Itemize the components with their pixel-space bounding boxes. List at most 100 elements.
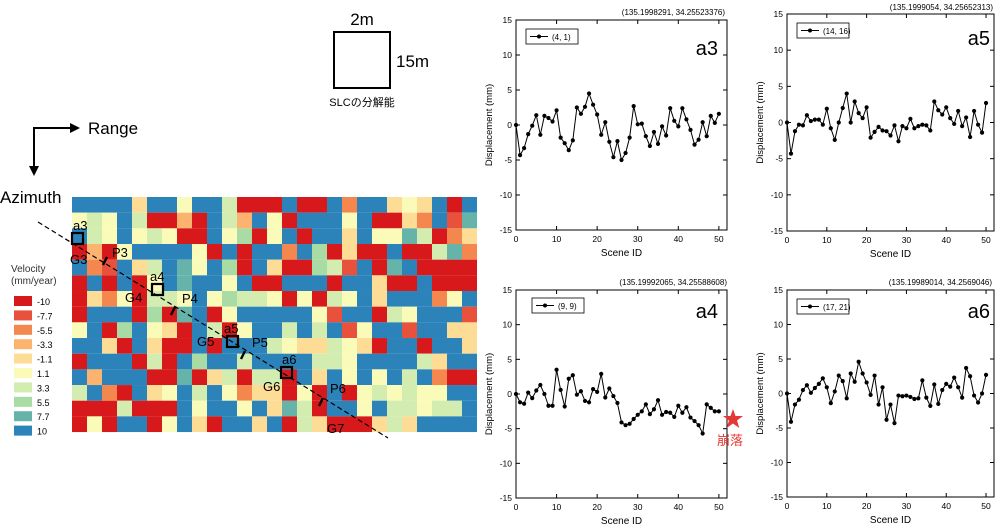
- grid-cell: [447, 385, 462, 401]
- grid-cell: [237, 306, 252, 323]
- data-point: [860, 371, 865, 376]
- data-point: [916, 124, 921, 129]
- y-axis-label: Displacement (mm): [484, 84, 495, 166]
- grid-cell: [342, 322, 357, 339]
- grid-cell: [312, 197, 327, 213]
- grid-cell: [372, 338, 387, 354]
- grid-cell: [387, 244, 402, 260]
- grid-cell: [342, 212, 357, 229]
- grid-cell: [102, 322, 117, 339]
- grid-cell: [312, 416, 327, 433]
- data-point: [944, 381, 949, 386]
- data-point: [960, 124, 965, 129]
- grid-cell: [102, 291, 117, 307]
- grid-cell: [252, 259, 267, 276]
- data-point: [940, 387, 945, 393]
- data-point: [542, 391, 547, 397]
- grid-cell: [312, 400, 327, 417]
- series-legend-box: [525, 28, 579, 45]
- data-point: [643, 402, 648, 407]
- grid-cell: [252, 400, 267, 417]
- grid-cell: [132, 385, 147, 401]
- grid-cell: [297, 291, 312, 307]
- grid-cell: [87, 197, 102, 213]
- grid-cell: [417, 338, 432, 354]
- grid-cell: [342, 228, 357, 245]
- data-point: [920, 378, 925, 383]
- data-point: [692, 142, 697, 147]
- group-label-G5: G5: [197, 334, 214, 349]
- profile-tick-P5: [239, 350, 247, 360]
- grid-cell: [102, 244, 117, 260]
- grid-cell: [462, 385, 477, 401]
- data-point: [979, 130, 985, 135]
- x-tick-label: 0: [785, 235, 790, 245]
- grid-cell: [87, 385, 102, 401]
- x-tick-label: 30: [633, 234, 643, 244]
- data-point: [590, 102, 596, 107]
- grid-cell: [207, 244, 222, 260]
- y-tick-label: 10: [774, 320, 784, 330]
- grid-cell: [222, 306, 237, 323]
- azimuth-arrow-head: [29, 166, 39, 176]
- grid-cell: [462, 228, 477, 245]
- data-point: [550, 119, 555, 124]
- grid-cell: [462, 416, 477, 433]
- grid-cell: [87, 400, 102, 417]
- data-point: [840, 378, 845, 384]
- grid-cell: [252, 385, 267, 401]
- grid-cell: [297, 400, 312, 417]
- data-point: [688, 127, 693, 132]
- data-point: [526, 390, 531, 395]
- grid-cell: [432, 385, 447, 401]
- grid-cell: [417, 275, 432, 292]
- data-point: [530, 396, 535, 401]
- grid-cell: [102, 400, 117, 417]
- grid-cell: [312, 338, 327, 354]
- grid-cell: [357, 259, 372, 276]
- grid-cell: [282, 291, 297, 307]
- grid-cell: [432, 400, 447, 417]
- grid-cell: [192, 306, 207, 323]
- grid-cell: [117, 306, 132, 323]
- grid-cell: [312, 322, 327, 339]
- grid-cell: [402, 369, 417, 386]
- grid-cell: [192, 197, 207, 213]
- legend-swatch: [14, 382, 32, 393]
- grid-cell: [267, 275, 282, 292]
- resolution-box: [333, 31, 391, 89]
- grid-cell: [237, 291, 252, 307]
- series-legend-label: (4, 1): [552, 33, 571, 42]
- data-point: [595, 112, 600, 117]
- y-tick-label: 5: [778, 354, 783, 364]
- grid-cell: [327, 369, 342, 386]
- grid-cell: [222, 369, 237, 386]
- data-point: [944, 105, 949, 110]
- grid-cell: [462, 244, 477, 260]
- grid-cell: [267, 338, 282, 354]
- grid-cell: [447, 259, 462, 276]
- data-point: [517, 153, 523, 158]
- data-point: [908, 394, 913, 400]
- data-point: [983, 372, 989, 377]
- grid-cell: [177, 197, 192, 213]
- grid-cell: [117, 385, 132, 401]
- grid-cell: [102, 228, 117, 245]
- y-tick-label: 0: [778, 118, 783, 128]
- grid-cell: [132, 416, 147, 433]
- grid-cell: [162, 259, 177, 276]
- grid-cell: [207, 338, 222, 354]
- grid-cell: [402, 275, 417, 292]
- grid-cell: [147, 228, 162, 245]
- grid-cell: [402, 322, 417, 339]
- grid-cell: [177, 275, 192, 292]
- data-point: [936, 108, 941, 113]
- data-point: [852, 99, 857, 104]
- data-point: [692, 418, 697, 424]
- grid-cell: [147, 244, 162, 260]
- grid-cell: [147, 353, 162, 370]
- grid-cell: [387, 212, 402, 229]
- data-point: [832, 137, 837, 142]
- data-point: [800, 387, 806, 393]
- grid-cell: [447, 275, 462, 292]
